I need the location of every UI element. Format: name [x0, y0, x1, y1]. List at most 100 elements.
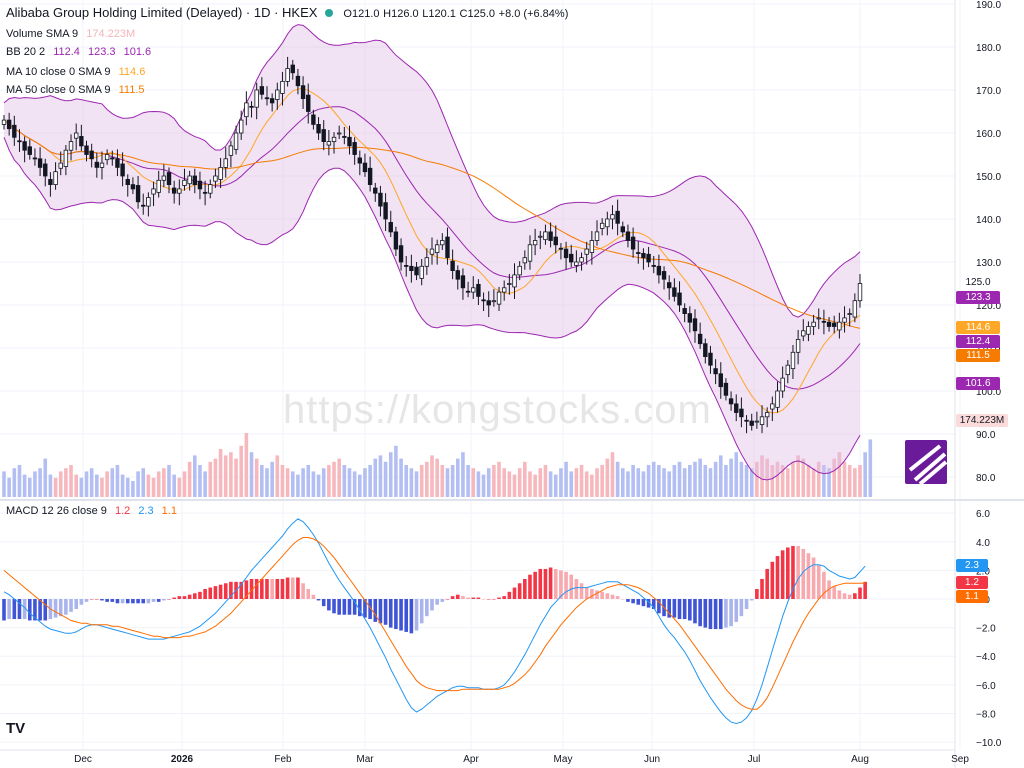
macd-histogram-bar — [213, 586, 218, 599]
volume-bar — [574, 468, 579, 497]
signal-badge: 1.1 — [956, 590, 988, 603]
candle-body — [378, 192, 383, 207]
candle-body — [708, 352, 713, 366]
ohlc-low: 120.1 — [428, 8, 456, 20]
time-axis-tick: Jun — [644, 754, 660, 765]
candle-body — [455, 270, 460, 280]
macd-legend[interactable]: MACD 12 26 close 9 1.2 2.3 1.1 — [6, 505, 177, 517]
volume-bar — [383, 461, 388, 497]
candle-body — [89, 150, 94, 160]
macd-histogram-bar — [27, 599, 32, 621]
candle-body — [563, 248, 569, 259]
volume-bar — [682, 468, 687, 497]
candle-body — [543, 231, 548, 241]
time-axis-tick: Sep — [951, 754, 969, 765]
volume-bar — [378, 455, 383, 497]
macd-histogram-bar — [136, 599, 140, 604]
volume-bar — [595, 468, 599, 497]
macd-histogram-bar — [368, 599, 372, 620]
candle-body — [63, 149, 69, 167]
macd-histogram-bar — [2, 599, 6, 621]
macd-histogram-bar — [409, 599, 414, 634]
ma50-legend[interactable]: MA 50 close 0 SMA 9 111.5 — [6, 84, 145, 96]
macd-histogram-bar — [131, 599, 135, 604]
candle-body — [141, 204, 146, 207]
ma50-legend-value: 111.5 — [118, 84, 145, 96]
macd-histogram-bar — [270, 578, 274, 599]
bb-legend[interactable]: BB 20 2 112.4 123.3 101.6 — [6, 46, 151, 58]
macd-histogram-bar — [249, 578, 254, 599]
macd-line — [3, 518, 866, 725]
macd-histogram-bar — [667, 599, 672, 618]
candle-body — [419, 265, 424, 279]
candle-body — [161, 175, 167, 181]
bb-lower-value: 101.6 — [123, 46, 152, 58]
macd-histogram-bar — [492, 599, 496, 600]
volume-bar — [837, 452, 842, 497]
ma10-legend[interactable]: MA 10 close 0 SMA 9 114.6 — [6, 66, 145, 78]
macd-histogram-bar — [275, 578, 280, 599]
candle-body — [667, 282, 672, 289]
volume-bar — [512, 474, 517, 497]
macd-histogram-bar — [347, 599, 352, 615]
candle-body — [53, 171, 58, 185]
candle-body — [527, 244, 533, 262]
volume-bar — [677, 461, 682, 497]
volume-bar — [368, 465, 372, 497]
volume-bar — [548, 471, 553, 497]
macd-histogram-bar — [33, 599, 37, 621]
candle-body — [538, 235, 543, 238]
candle-body — [651, 265, 656, 267]
macd-histogram-bar — [610, 594, 615, 599]
macd-histogram-bar — [146, 599, 151, 604]
symbol-title[interactable]: Alibaba Group Holding Limited (Delayed) … — [6, 5, 318, 20]
macd-axis-tick: −2.0 — [976, 624, 996, 635]
volume-bar — [327, 465, 331, 497]
volume-bar — [290, 471, 295, 497]
volume-legend[interactable]: Volume SMA 9 174.223M — [6, 28, 135, 40]
volume-bar — [43, 458, 48, 497]
volume-bar — [615, 461, 620, 497]
volume-bar — [280, 465, 285, 497]
tradingview-logo[interactable]: TV — [6, 720, 26, 737]
macd-histogram-bar — [105, 599, 109, 602]
candle-body — [641, 252, 646, 259]
ohlc-change: +8.0 (+6.84%) — [498, 8, 569, 20]
macd-histogram-bar — [486, 599, 491, 600]
macd-histogram-bar — [435, 599, 439, 605]
volume-bar — [693, 461, 697, 497]
candle-body — [197, 180, 203, 190]
ohlc-high: 126.0 — [391, 8, 419, 20]
candle-body — [68, 141, 74, 151]
macd-histogram-bar — [151, 599, 156, 602]
macd-histogram-bar — [265, 578, 269, 599]
macd-histogram-bar — [280, 578, 285, 599]
candle-body — [233, 132, 239, 150]
macd-histogram-bar — [378, 599, 383, 624]
volume-bar — [151, 477, 156, 497]
macd-histogram-bar — [703, 599, 708, 628]
bb-upper-line — [3, 24, 861, 318]
time-axis-tick: May — [554, 754, 573, 765]
volume-bar — [100, 477, 104, 497]
macd-histogram-bar — [352, 599, 357, 615]
candle-body — [754, 420, 760, 423]
volume-bar — [347, 468, 352, 497]
macd-histogram-bar — [775, 556, 780, 599]
volume-bar — [631, 465, 635, 497]
volume-bar — [600, 465, 604, 497]
macd-histogram-bar — [260, 578, 264, 599]
macd-histogram-bar — [177, 596, 182, 599]
volume-bar — [95, 474, 99, 497]
candle-body — [749, 420, 754, 426]
volume-bar — [806, 465, 811, 497]
macd-axis-tick: −4.0 — [976, 652, 996, 663]
candle-body — [625, 231, 631, 241]
macd-histogram-bar — [342, 599, 347, 615]
candle-body — [280, 81, 285, 94]
candle-body — [99, 162, 105, 168]
candle-body — [331, 136, 337, 143]
macd-histogram-bar — [744, 599, 749, 610]
candle-body — [847, 313, 852, 316]
